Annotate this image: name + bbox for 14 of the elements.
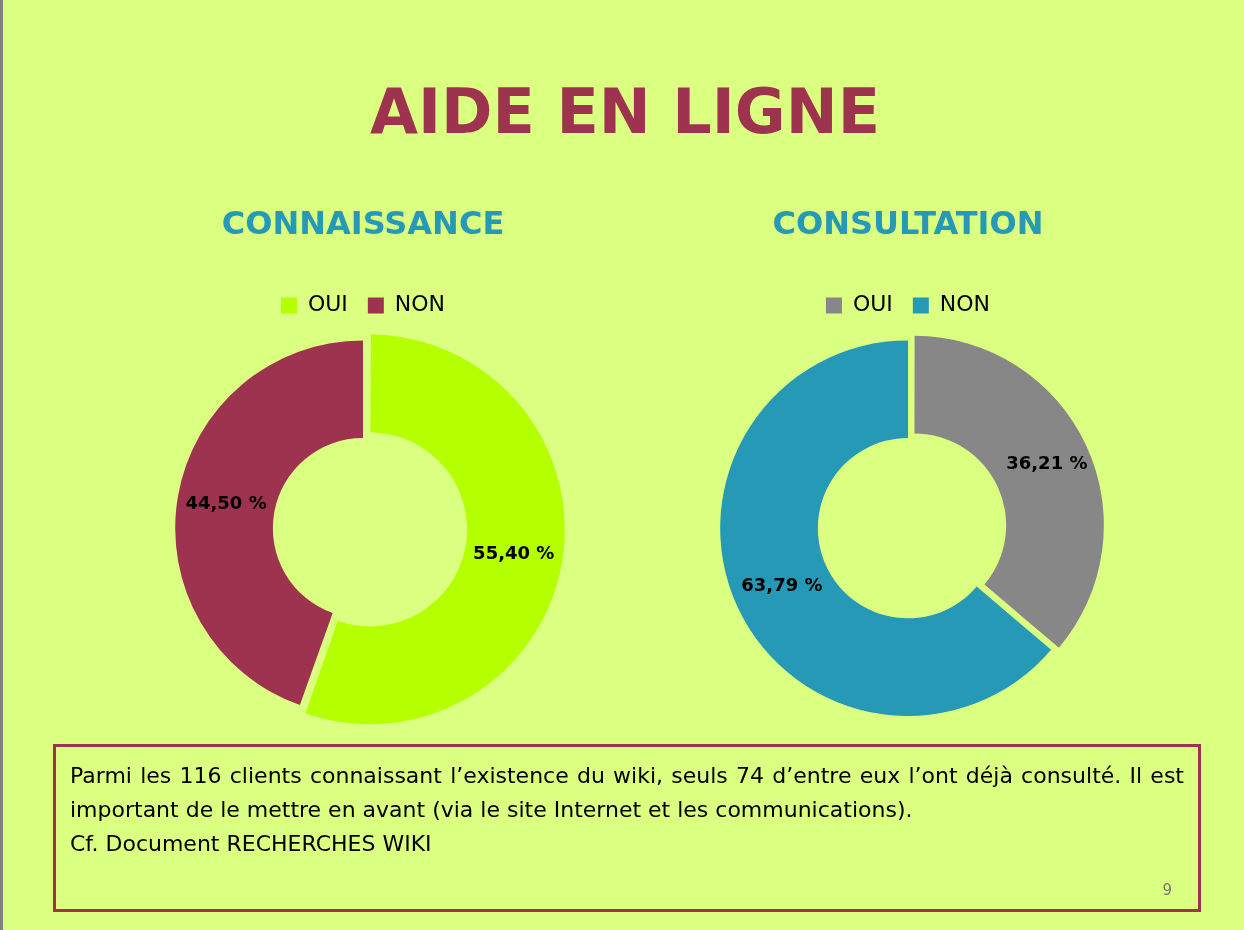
text: Cf. Document RECHERCHES WIKI: [70, 830, 433, 858]
data-label: 44,50 %: [185, 492, 267, 514]
legend-label: NON: [939, 291, 991, 317]
legend-label: OUI: [307, 291, 348, 317]
text: 9: [1162, 881, 1172, 899]
data-label: 55,40 %: [473, 541, 555, 563]
text: Parmi les 116 clients connaissant l’existence du wiki, seuls 74 d’entre eux l’ont déjà consulté. Il est important de le mettre en avant (via le site Internet et les communications).: [70, 762, 1184, 824]
chart-title: CONNAISSANCE: [221, 203, 505, 242]
chart-title: CONSULTATION: [772, 203, 1044, 242]
data-label: 36,21 %: [1006, 451, 1088, 473]
legend-label: OUI: [852, 291, 893, 317]
data-label: 63,79 %: [741, 574, 823, 596]
legend-label: NON: [394, 291, 446, 317]
text: AIDE EN LIGNE: [369, 75, 881, 148]
